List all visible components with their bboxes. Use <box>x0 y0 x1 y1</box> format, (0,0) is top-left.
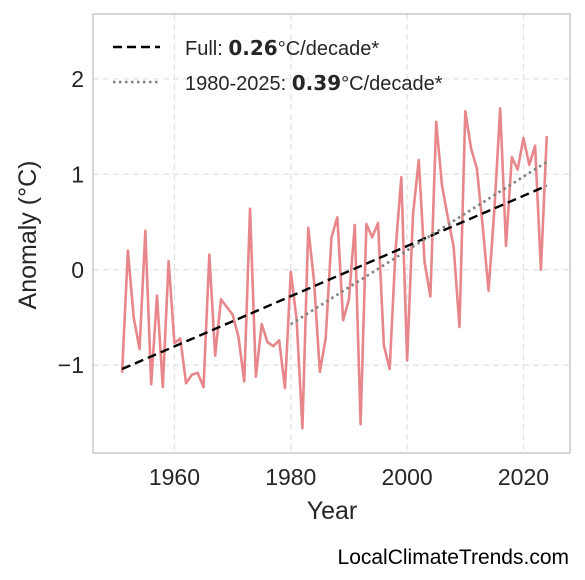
legend: Full: 0.26°C/decade* 1980-2025: 0.39°C/d… <box>113 36 443 95</box>
y-tick-label: 0 <box>71 257 84 283</box>
y-tick-label: 1 <box>71 161 84 187</box>
footer-watermark: LocalClimateTrends.com <box>337 546 569 569</box>
x-tick-label: 2000 <box>382 464 433 490</box>
x-tick-label: 1960 <box>149 464 200 490</box>
plot-frame <box>92 13 571 454</box>
x-axis-ticks: 1960 1980 2000 2020 <box>149 464 549 490</box>
x-axis-label: Year <box>307 497 358 525</box>
x-tick-label: 1980 <box>265 464 316 490</box>
y-tick-label: 2 <box>71 66 84 92</box>
anomaly-series-line <box>120 107 549 430</box>
recent-trend-line <box>290 160 548 326</box>
full-trend-line <box>121 184 548 371</box>
y-axis-ticks: −1 0 1 2 <box>58 66 84 378</box>
y-tick-label: −1 <box>58 352 84 378</box>
y-axis-label: Anomaly (°C) <box>14 161 42 310</box>
legend-full-label: Full: 0.26°C/decade* <box>185 36 379 60</box>
x-tick-label: 2020 <box>498 464 549 490</box>
grid <box>93 14 570 453</box>
legend-recent-label: 1980-2025: 0.39°C/decade* <box>185 71 443 95</box>
